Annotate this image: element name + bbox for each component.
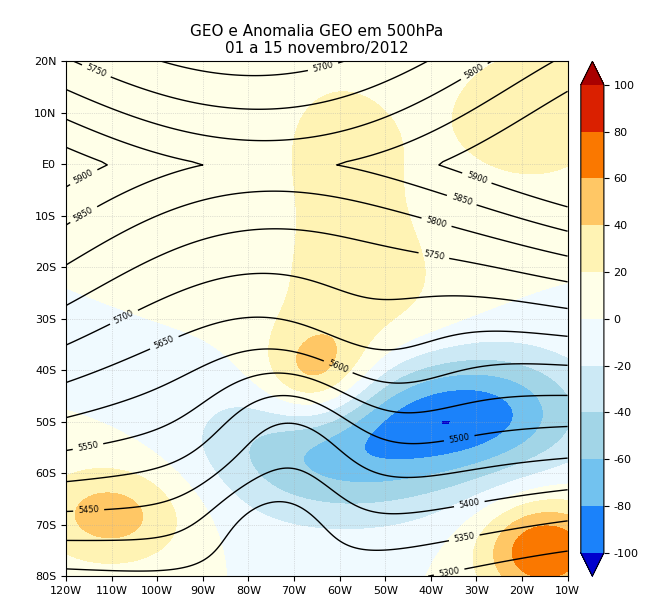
PathPatch shape <box>581 553 604 576</box>
Text: 5750: 5750 <box>85 63 108 79</box>
Text: 5600: 5600 <box>327 359 350 375</box>
Text: 5450: 5450 <box>78 506 100 516</box>
Text: 5750: 5750 <box>422 249 445 262</box>
Text: 5300: 5300 <box>438 566 461 579</box>
Title: GEO e Anomalia GEO em 500hPa
01 a 15 novembro/2012: GEO e Anomalia GEO em 500hPa 01 a 15 nov… <box>190 23 444 56</box>
Text: 5550: 5550 <box>77 440 99 453</box>
Text: 5850: 5850 <box>72 205 95 224</box>
Text: 5900: 5900 <box>465 170 488 186</box>
Text: 5400: 5400 <box>458 498 480 510</box>
Text: 5700: 5700 <box>112 308 135 326</box>
Text: 5800: 5800 <box>463 62 486 81</box>
PathPatch shape <box>581 61 604 85</box>
Text: 5850: 5850 <box>450 192 473 208</box>
Text: 5350: 5350 <box>453 531 475 544</box>
Text: 5700: 5700 <box>312 60 335 74</box>
Text: 5800: 5800 <box>425 215 448 229</box>
Text: 5650: 5650 <box>153 335 176 351</box>
Text: 5900: 5900 <box>72 168 95 186</box>
Text: 5500: 5500 <box>448 432 471 444</box>
